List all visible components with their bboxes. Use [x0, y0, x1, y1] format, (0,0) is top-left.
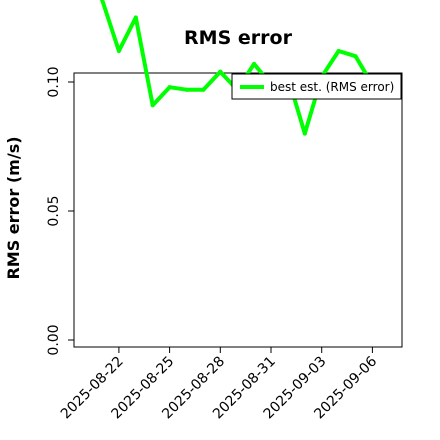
- series-line: [100, 0, 375, 136]
- y-tick-label: 0.05: [46, 195, 62, 226]
- legend-label: best est. (RMS error): [270, 80, 394, 94]
- y-axis-label: RMS error (m/s): [4, 136, 23, 279]
- legend: best est. (RMS error): [231, 73, 402, 100]
- data-point: [353, 54, 358, 59]
- data-point: [252, 61, 257, 66]
- data-point: [167, 85, 172, 90]
- y-tick-label: 0.10: [46, 66, 62, 97]
- data-point: [302, 131, 307, 136]
- data-point: [116, 49, 121, 54]
- y-tick-label: 0.00: [46, 324, 62, 355]
- data-point: [150, 103, 155, 108]
- plot-frame: [73, 72, 403, 348]
- data-point: [336, 49, 341, 54]
- data-point: [133, 15, 138, 20]
- y-axis: 0.000.050.100.150.20: [46, 66, 74, 356]
- chart-title: RMS error: [184, 27, 293, 49]
- data-point: [218, 69, 223, 74]
- data-point: [184, 87, 189, 92]
- x-axis: 2025-08-222025-08-252025-08-282025-08-31…: [58, 347, 380, 422]
- data-point: [100, 0, 104, 2]
- series-layer: [100, 0, 375, 136]
- data-point: [201, 87, 206, 92]
